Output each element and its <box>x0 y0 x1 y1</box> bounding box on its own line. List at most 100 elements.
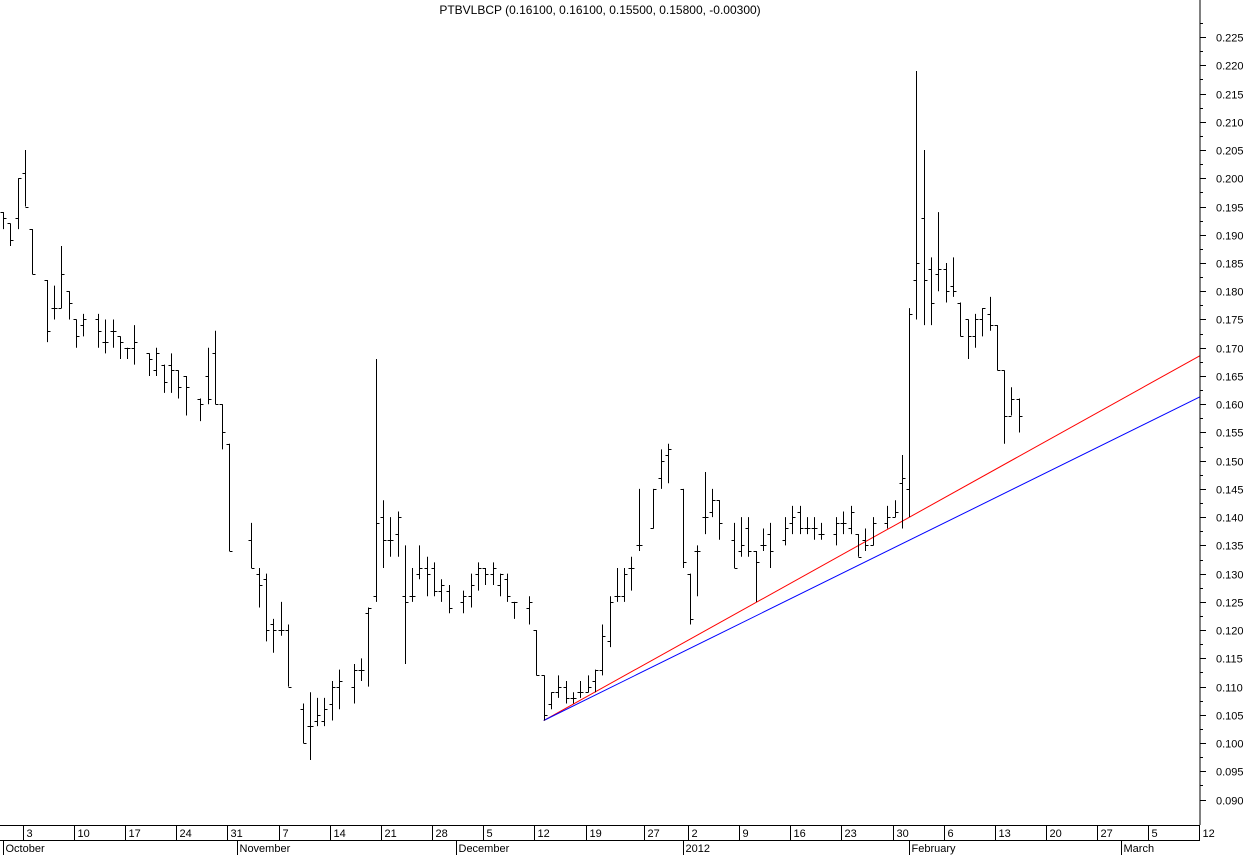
y-tick-label: 0.135 <box>1216 541 1244 553</box>
ohlc-bar <box>73 319 80 348</box>
y-tick-label: 0.210 <box>1216 118 1244 130</box>
ohlc-bar <box>665 443 672 484</box>
y-tick-label: 0.130 <box>1216 570 1244 582</box>
ohlc-bar <box>548 692 555 710</box>
ohlc-bar <box>468 573 475 608</box>
x-tick-label: 13 <box>999 828 1011 840</box>
ohlc-bar <box>731 522 738 569</box>
x-tick-label: 21 <box>385 828 397 840</box>
ohlc-bar <box>395 511 402 557</box>
x-tick-label: 10 <box>78 828 90 840</box>
ohlc-bar <box>913 70 920 320</box>
y-tick-label: 0.120 <box>1216 626 1244 638</box>
ohlc-bar <box>183 375 190 416</box>
ohlc-bar <box>541 675 548 721</box>
month-label: 2012 <box>686 843 710 855</box>
ohlc-bar <box>687 573 694 625</box>
ohlc-bar <box>592 669 599 693</box>
ohlc-bar <box>892 500 899 518</box>
ohlc-bars <box>0 70 1023 761</box>
ohlc-bar <box>533 630 540 676</box>
ohlc-bar <box>614 568 621 602</box>
y-tick-label: 0.190 <box>1216 231 1244 243</box>
ohlc-bar <box>921 150 928 326</box>
y-tick-label: 0.150 <box>1216 457 1244 469</box>
ohlc-bar <box>321 697 328 727</box>
trendline <box>543 396 1201 721</box>
ohlc-bar <box>212 330 219 405</box>
ohlc-bar <box>1016 398 1023 433</box>
y-tick-label: 0.185 <box>1216 259 1244 271</box>
ohlc-bar <box>957 302 964 337</box>
x-tick-label: 7 <box>283 828 289 840</box>
y-tick-label: 0.095 <box>1216 767 1244 779</box>
ohlc-bar <box>124 347 131 360</box>
ohlc-bar <box>131 325 138 365</box>
ohlc-bar <box>409 568 416 602</box>
trendline <box>543 355 1201 721</box>
y-tick-label: 0.225 <box>1216 33 1244 45</box>
ohlc-bar <box>767 522 774 569</box>
ohlc-bar <box>168 353 175 393</box>
ohlc-bar <box>300 703 307 744</box>
x-tick-label: 5 <box>1152 828 1158 840</box>
ohlc-bar <box>680 488 687 569</box>
x-tick-label: 24 <box>180 828 192 840</box>
ohlc-bar <box>95 313 102 348</box>
ohlc-bar <box>818 522 825 540</box>
ohlc-bar <box>884 505 891 529</box>
ohlc-bar <box>965 319 972 360</box>
chart-title: PTBVLBCP (0.16100, 0.16100, 0.15500, 0.1… <box>439 3 760 17</box>
ohlc-bar <box>424 556 431 597</box>
y-tick-label: 0.215 <box>1216 90 1244 102</box>
x-tick-label: 5 <box>487 828 493 840</box>
y-tick-label: 0.100 <box>1216 739 1244 751</box>
y-tick-label: 0.200 <box>1216 174 1244 186</box>
y-tick-label: 0.175 <box>1216 315 1244 327</box>
y-tick-label: 0.195 <box>1216 203 1244 215</box>
ohlc-bar <box>307 692 314 761</box>
ohlc-bar <box>153 347 160 376</box>
ohlc-bar <box>570 692 577 704</box>
ohlc-bar <box>972 313 979 348</box>
ohlc-bar <box>497 573 504 597</box>
y-tick-label: 0.220 <box>1216 61 1244 73</box>
ohlc-bar <box>373 359 380 602</box>
trendlines <box>543 355 1201 721</box>
ohlc-bar <box>950 257 957 297</box>
ohlc-bar <box>658 449 665 489</box>
ohlc-bar <box>314 697 321 727</box>
ohlc-bar <box>840 511 847 535</box>
x-tick-label: 20 <box>1050 828 1062 840</box>
ohlc-bar <box>1001 370 1008 444</box>
x-tick-label: 9 <box>743 828 749 840</box>
ohlc-bar <box>804 517 811 535</box>
ohlc-bar <box>146 353 153 376</box>
ohlc-bar <box>702 471 709 535</box>
ohlc-bar <box>431 562 438 597</box>
ohlc-bar <box>855 534 862 558</box>
x-tick-label: 6 <box>948 828 954 840</box>
ohlc-bar <box>66 291 73 320</box>
x-tick-label: 17 <box>129 828 141 840</box>
ohlc-bar <box>197 398 204 422</box>
x-tick-label: 28 <box>436 828 448 840</box>
ohlc-bar <box>943 262 950 303</box>
ohlc-bar <box>753 551 760 602</box>
y-tick-label: 0.145 <box>1216 485 1244 497</box>
ohlc-bar <box>862 528 869 552</box>
ohlc-bar <box>935 212 942 292</box>
ohlc-bar <box>987 296 994 331</box>
x-tick-label: 12 <box>1203 828 1215 840</box>
month-label: December <box>459 843 510 855</box>
y-tick-label: 0.105 <box>1216 711 1244 723</box>
ohlc-bar <box>760 528 767 552</box>
ohlc-bar <box>738 517 745 557</box>
ohlc-bar <box>475 562 482 591</box>
ohlc-bar <box>621 568 628 602</box>
ohlc-bar <box>117 336 124 360</box>
y-tick-label: 0.165 <box>1216 372 1244 384</box>
y-tick-label: 0.090 <box>1216 796 1244 808</box>
ohlc-bar <box>797 505 804 535</box>
y-tick-label: 0.205 <box>1216 146 1244 158</box>
